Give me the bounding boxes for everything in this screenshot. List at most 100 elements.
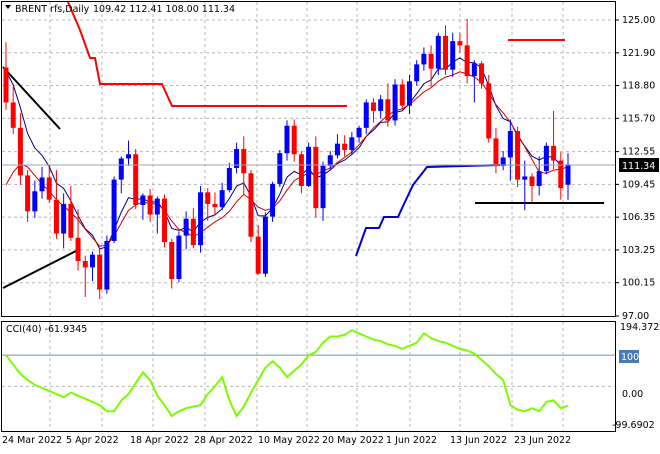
candle-body-down (479, 63, 485, 84)
candle-body-down (457, 41, 463, 46)
candle-body-down (133, 154, 139, 205)
time-tick-label: 20 May 2022 (322, 435, 384, 446)
candle (399, 79, 405, 110)
candle (298, 151, 304, 194)
candle (565, 153, 571, 200)
candle (536, 156, 542, 196)
candle (392, 79, 398, 126)
candle-body-up (320, 165, 326, 209)
candle (32, 180, 38, 218)
price-tick-label: 103.25 (622, 245, 655, 256)
candle-body-down (17, 127, 23, 176)
time-tick-label: 24 Mar 2022 (2, 435, 62, 446)
candle-body-down (205, 192, 211, 204)
candle (291, 119, 297, 162)
symbol-label: BRENT rfs,Daily (15, 4, 90, 15)
candle-body-up (118, 158, 124, 180)
candle (82, 255, 88, 297)
candle (162, 194, 168, 248)
candle-body-up (306, 146, 312, 186)
candle (190, 208, 196, 249)
candle-body-up (334, 143, 340, 156)
candle (183, 211, 189, 250)
price-tick-label: 125.00 (622, 15, 655, 26)
candle (507, 119, 513, 181)
candle (378, 95, 384, 119)
candle-body-up (284, 125, 290, 154)
candle (17, 113, 23, 185)
candle (270, 181, 276, 222)
candle-body-down (255, 236, 261, 274)
candle (262, 212, 268, 277)
candle-body-down (46, 177, 52, 200)
current-price-tag: 111.34 (619, 158, 659, 172)
candle (169, 238, 175, 289)
candle (147, 189, 153, 222)
candle-body-up (176, 235, 182, 279)
blue-stop-line (355, 164, 501, 257)
candle (500, 151, 506, 171)
candle-body-down (486, 83, 492, 139)
chevron-down-icon[interactable] (5, 5, 11, 9)
candle-body-down (53, 199, 59, 234)
candle (543, 142, 549, 175)
candle-body-up (349, 137, 355, 151)
time-axis: 24 Mar 2022 5 Apr 2022 18 Apr 2022 28 Apr 2… (2, 435, 571, 446)
candle (327, 151, 333, 171)
candle-body-down (428, 53, 434, 69)
candle (39, 166, 45, 199)
candle (140, 193, 146, 220)
cci-panel[interactable] (1, 321, 616, 432)
price-tick-label: 121.90 (622, 48, 655, 59)
candle (68, 185, 74, 241)
candle-body-up (565, 164, 571, 185)
candle (104, 235, 110, 294)
candle-body-down (443, 35, 449, 70)
candle (486, 74, 492, 143)
candle-body-down (385, 99, 391, 121)
candle-body-up (183, 218, 189, 236)
candle (10, 86, 16, 135)
candle (558, 152, 564, 200)
candle (234, 142, 240, 174)
candle (25, 170, 31, 222)
candle (471, 60, 477, 103)
candle (370, 98, 376, 123)
candle-body-up (536, 171, 542, 186)
price-tick-label: 112.55 (622, 147, 655, 158)
candle-body-up (363, 102, 369, 128)
candle-body-up (450, 41, 456, 70)
candle (154, 196, 160, 234)
candle (493, 127, 499, 174)
candle (313, 136, 319, 218)
candle-body-up (262, 216, 268, 274)
candle-body-up (356, 127, 362, 138)
candle (205, 188, 211, 221)
candle (277, 150, 283, 188)
candle-body-down (313, 146, 319, 209)
candle-body-up (406, 81, 412, 106)
candle-body-down (82, 261, 88, 268)
candle-body-down (558, 160, 564, 189)
candle-body-down (298, 154, 304, 186)
price-tick-label: 109.45 (622, 179, 655, 190)
candle (75, 209, 81, 271)
price-tick-label: 106.35 (622, 212, 655, 223)
candle (89, 251, 95, 282)
cci-max-label: 194.3722 (620, 322, 660, 333)
candle (212, 192, 218, 216)
cci-label: CCI(40) -61.9345 (6, 324, 87, 335)
candle-body-down (515, 131, 521, 180)
candle-body-down (291, 125, 297, 155)
candle (53, 170, 59, 239)
candle-body-up (507, 131, 513, 158)
candle-body-down (68, 203, 74, 238)
time-tick-label: 18 Apr 2022 (130, 435, 189, 446)
candle-body-up (327, 155, 333, 166)
candle-body-down (169, 242, 175, 279)
candle-body-up (140, 195, 146, 205)
candle-body-down (551, 145, 557, 161)
candle (421, 47, 427, 71)
candle-body-down (25, 175, 31, 212)
